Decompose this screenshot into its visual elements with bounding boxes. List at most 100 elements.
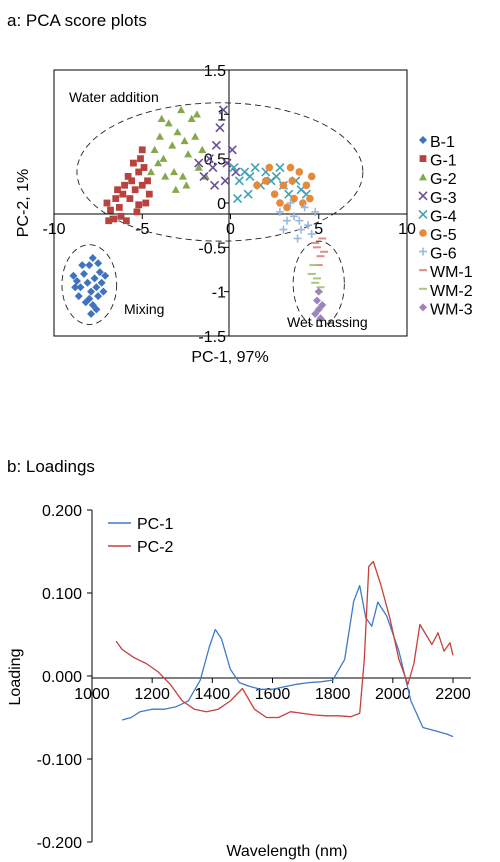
data-point-plus — [300, 203, 309, 212]
data-point-circle — [290, 194, 298, 203]
data-point-diamond — [97, 278, 106, 287]
data-point-x — [215, 123, 225, 133]
pca-x-tick-label: -5 — [135, 221, 149, 238]
data-point-diamond — [74, 292, 83, 301]
data-point-triangle — [154, 159, 163, 167]
pca-y-tick-label: 1.5 — [204, 63, 226, 80]
data-point-diamond — [76, 283, 85, 292]
loadings-x-tick-label: 1800 — [315, 686, 351, 703]
pca-title: a: PCA score plots — [7, 11, 147, 30]
data-point-triangle — [182, 181, 191, 189]
pca-y-tick-label: -0.5 — [198, 240, 226, 257]
loadings-lines — [115, 560, 454, 738]
loadings-y-tick-label: 0.200 — [42, 503, 82, 520]
data-point-plus — [311, 207, 320, 216]
group-ellipse — [76, 102, 364, 242]
data-point-x — [245, 171, 255, 181]
data-point-x — [199, 171, 209, 181]
group-ellipse — [61, 244, 118, 325]
data-point-circle — [270, 190, 279, 198]
data-point-x — [204, 154, 214, 164]
data-point-triangle — [150, 145, 159, 153]
data-point-diamond — [85, 261, 94, 270]
data-point-square — [135, 168, 143, 176]
pca-legend-label: WM-2 — [430, 283, 473, 300]
data-point-diamond — [318, 300, 327, 309]
data-point-diamond — [95, 268, 104, 277]
pca-x-tick-label: -10 — [42, 221, 65, 238]
data-point-square — [126, 195, 134, 202]
data-point-diamond — [316, 314, 325, 323]
data-point-x — [229, 162, 239, 173]
data-point-square — [128, 177, 136, 185]
pca-legend-label: G-1 — [430, 153, 457, 170]
data-point-square — [130, 159, 137, 167]
data-point-triangle — [191, 132, 200, 140]
data-point-plus — [304, 221, 313, 230]
data-point-circle — [288, 177, 297, 185]
data-point-diamond — [92, 283, 101, 292]
loadings-x-tick-label: 1200 — [134, 686, 170, 703]
loadings-legend: PC-1 PC-2 — [108, 516, 174, 556]
data-point-triangle — [201, 172, 210, 180]
group-ellipse — [292, 240, 345, 327]
data-point-circle — [286, 163, 295, 172]
data-point-triangle — [157, 114, 166, 122]
loadings-x-tick-label: 1600 — [255, 686, 291, 703]
data-point-x — [220, 176, 230, 186]
data-point-square — [142, 199, 150, 207]
pca-legend-label: B-1 — [430, 134, 455, 151]
data-point-triangle — [194, 163, 203, 171]
data-point-plus — [279, 225, 288, 234]
data-point-square — [103, 199, 111, 207]
data-point-plus — [290, 212, 299, 221]
data-point-x — [243, 189, 253, 199]
data-point-triangle — [187, 114, 196, 122]
loadings-line-pc-1 — [121, 584, 454, 738]
pca-legend-label: WM-1 — [430, 264, 473, 281]
data-point-diamond — [90, 274, 99, 283]
data-point-plus — [307, 230, 316, 239]
data-point-circle — [276, 199, 284, 207]
annotation-water-addition: Water addition — [69, 89, 159, 105]
data-point-square — [137, 155, 144, 163]
data-point-x — [211, 140, 221, 150]
data-point-x — [227, 145, 237, 155]
data-point-plus — [419, 247, 427, 256]
loadings-x-tick-label: 2000 — [375, 686, 411, 703]
pca-x-tick-label: 5 — [314, 221, 323, 238]
data-point-circle — [265, 163, 274, 172]
data-point-circle — [262, 177, 270, 185]
data-point-plus — [275, 207, 284, 216]
data-point-diamond — [87, 287, 96, 296]
data-point-triangle — [184, 150, 193, 158]
data-point-square — [117, 212, 125, 220]
data-point-circle — [419, 229, 427, 237]
data-point-plus — [293, 234, 302, 243]
data-point-square — [115, 204, 123, 211]
data-point-circle — [253, 181, 261, 190]
data-point-plus — [297, 225, 306, 234]
data-point-x — [234, 176, 244, 186]
pca-legend-label: G-3 — [430, 190, 457, 207]
data-point-square — [121, 181, 128, 189]
data-point-square — [112, 195, 120, 202]
loadings-x-tick-label: 1000 — [74, 686, 110, 703]
pca-y-tick-label: 0 — [217, 196, 226, 213]
data-point-plus — [286, 199, 295, 207]
pca-legend-label: G-4 — [430, 208, 457, 225]
data-point-diamond — [94, 259, 103, 268]
loadings-y-tick-label: -0.100 — [37, 752, 82, 769]
data-point-diamond — [83, 278, 92, 287]
pca-legend-label: G-6 — [430, 246, 457, 263]
data-point-triangle — [164, 119, 173, 127]
data-point-x — [418, 209, 428, 219]
data-point-triangle — [419, 173, 427, 181]
data-point-diamond — [69, 271, 78, 280]
data-point-triangle — [161, 172, 170, 180]
data-point-diamond — [99, 287, 108, 296]
data-point-triangle — [159, 154, 168, 162]
data-point-diamond — [80, 269, 89, 278]
data-point-diamond — [94, 292, 103, 301]
data-point-square — [145, 190, 153, 198]
